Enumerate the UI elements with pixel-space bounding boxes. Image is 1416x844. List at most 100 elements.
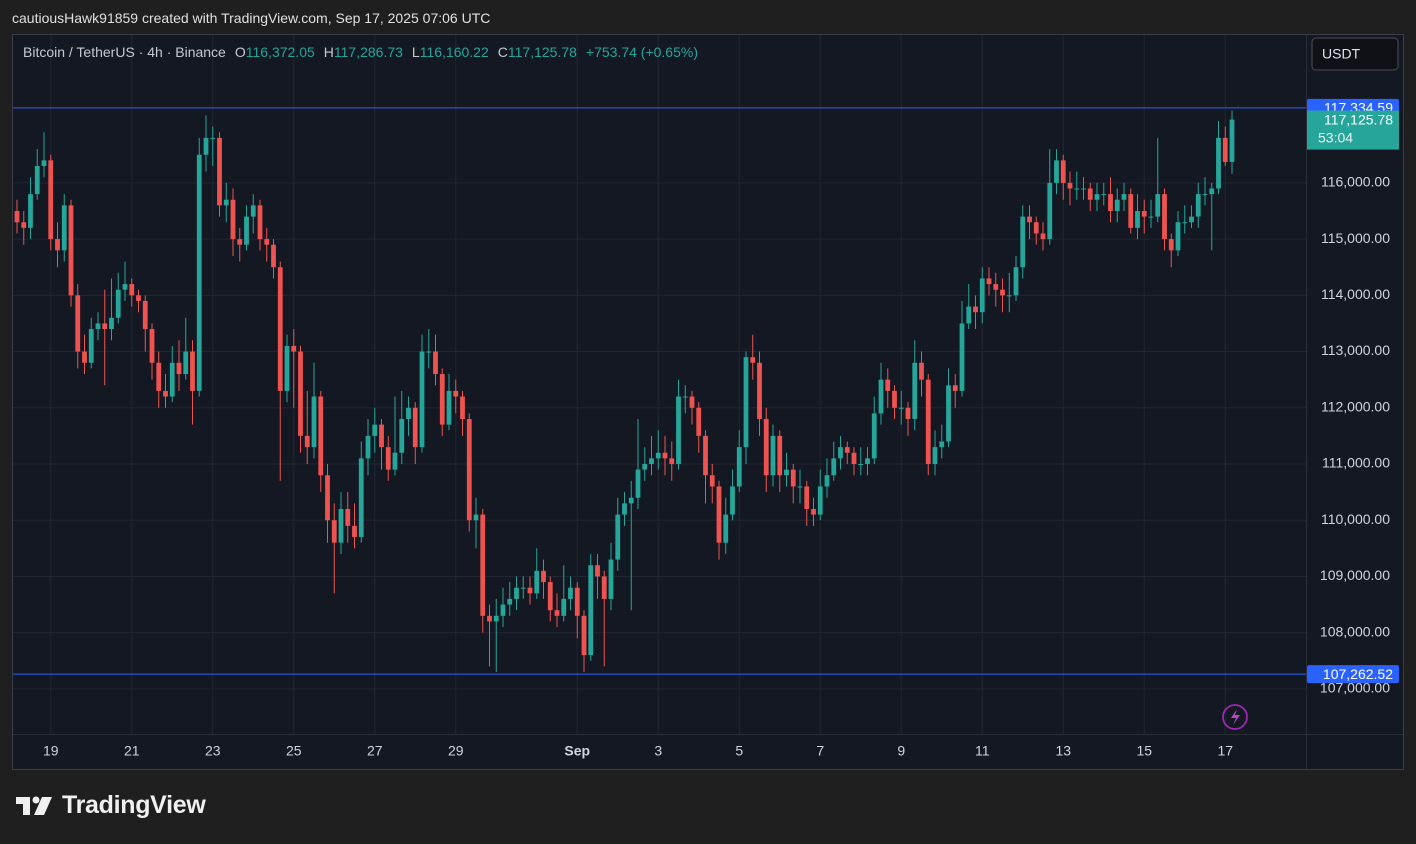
change: +753.74 (+0.65%) [585,44,698,60]
candle-body [1229,119,1235,162]
currency-button[interactable] [1311,37,1399,71]
candle-body [979,278,985,313]
y-tick-label: 113,000.00 [1321,342,1390,358]
ohlc-label: H [323,44,334,60]
candle-body [925,379,931,464]
candle-body [466,419,472,521]
candle-body [1121,194,1127,200]
candle-body [1135,210,1140,228]
candle-body [804,486,810,509]
x-tick-label: 25 [286,743,302,759]
candle-body [392,452,398,470]
x-tick-label: 9 [897,743,905,759]
candle-body [1047,182,1053,240]
candle-body [48,160,54,240]
candle-body [844,447,850,453]
candle-body [34,166,40,195]
candle-body [406,407,411,420]
candle-body [689,396,695,408]
candle-body [709,475,715,487]
candle-body [547,582,553,611]
candle-body [973,306,978,313]
candle-body [473,514,479,521]
candle-body [1033,222,1039,234]
candle-body [1222,137,1228,162]
candle-body [1209,188,1215,195]
y-tick-label: 110,000.00 [1321,511,1390,527]
candle-body [1020,216,1026,268]
candle-body [871,413,877,459]
brand-logo [16,796,52,815]
candle-body [75,295,81,352]
last-price-label: 117,125.78 [1324,111,1393,127]
candle-body [858,463,864,465]
candle-body [412,407,418,448]
y-tick-label: 112,000.00 [1321,398,1390,414]
candle-body [331,520,337,543]
candle-body [655,452,661,459]
candle-body [541,570,546,583]
ohlc-value: 117,125.78 [507,44,577,60]
x-tick-label: 5 [735,743,743,759]
y-tick-label: 111,000.00 [1322,455,1390,471]
candle-body [419,351,425,448]
candle-body [399,419,405,453]
y-tick-label: 107,000.00 [1320,680,1390,696]
candle-body [885,379,891,391]
candle-body [487,615,492,622]
candle-body [1101,194,1107,196]
candle-body [493,615,499,622]
candle-body [217,137,222,206]
symbol-legend: Bitcoin / TetherUS · 4h · Binance O 116,3… [23,44,698,60]
candle-body [561,598,567,616]
candle-body [1074,188,1080,190]
candle-body [14,210,20,223]
candle-body [1067,182,1073,189]
candle-body [757,362,762,420]
candle-body [952,385,958,391]
candle-body [142,300,148,330]
candle-body [730,486,735,515]
ohlc-label: C [497,44,508,60]
candle-body [784,469,789,476]
candle-body [210,137,216,139]
overlay: 107,000.00 108,000.00 109,000.00 110,000.00… [13,98,1399,759]
candle-body [271,244,276,268]
candle-body [203,137,209,155]
ohlc-value: 117,286.73 [333,44,403,60]
candle-body [61,205,67,251]
candle-body [1060,160,1066,183]
candle-body [568,587,573,599]
candle-body [1013,267,1019,296]
candle-body [311,396,317,448]
ohlc-label: L [411,44,420,60]
candle-body [352,525,357,538]
candle-body [1081,188,1086,190]
candle-body [41,160,47,167]
candle-body [939,441,945,448]
chart-frame [12,34,1404,770]
candle-body [163,390,168,397]
candle-body [298,351,303,436]
candle-body [527,587,533,594]
candle-body [1155,194,1161,217]
alert-icon[interactable] [1222,704,1248,730]
candle-body [1216,137,1221,189]
currency-label[interactable]: USDT [1322,46,1361,62]
x-tick-label: 17 [1217,743,1233,759]
candle-body [892,390,897,408]
candle-body [176,362,182,375]
candle-body [1148,216,1154,218]
candle-body [595,565,600,577]
candle-body [1040,233,1046,240]
candle-body [1027,216,1032,223]
ohlc-value: 116,372.05 [245,44,315,60]
candle-body [284,345,290,391]
candle-body [662,452,668,459]
candle-body [574,587,580,616]
y-tick-label: 109,000.00 [1320,567,1390,583]
candle-body [156,362,162,391]
candle-body [797,486,803,488]
candle-body [581,615,587,656]
